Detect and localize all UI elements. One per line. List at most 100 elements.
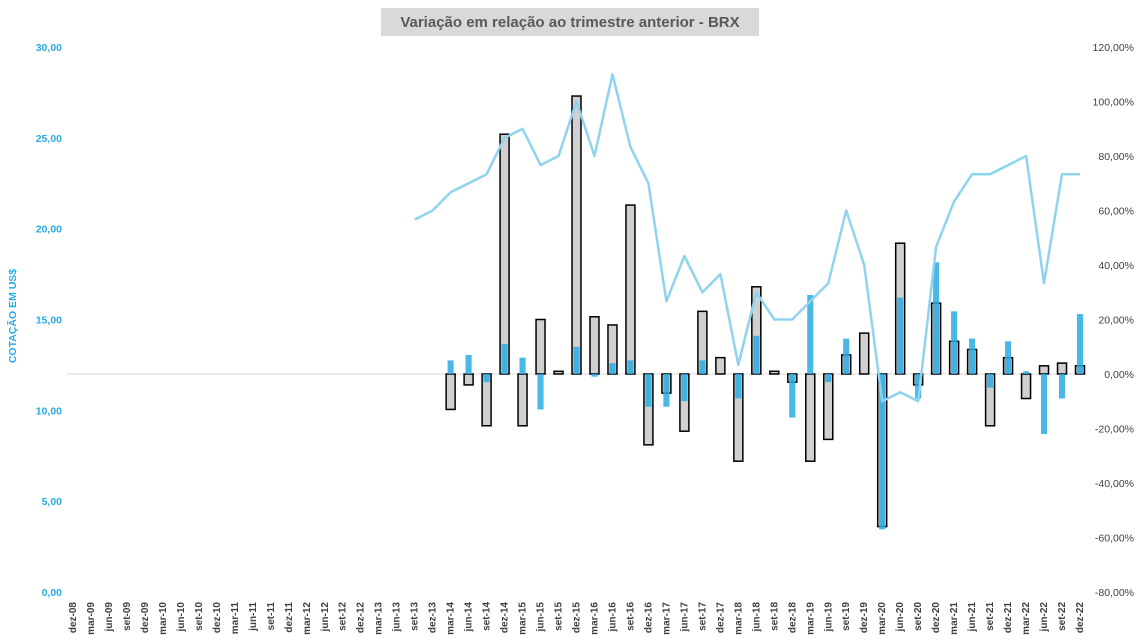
blue-bar bbox=[501, 344, 508, 374]
blue-bar bbox=[951, 311, 958, 374]
outlined-bar bbox=[823, 373, 834, 441]
x-tick-label: jun-17 bbox=[679, 602, 690, 633]
blue-bar bbox=[735, 374, 742, 399]
right-tick-label: -60,00% bbox=[1095, 533, 1134, 545]
x-tick-label: dez-13 bbox=[428, 602, 439, 634]
bar-series bbox=[445, 95, 1086, 530]
x-tick-label: dez-18 bbox=[787, 602, 798, 634]
blue-bar bbox=[825, 374, 832, 383]
left-tick-label: 30,00 bbox=[36, 42, 62, 54]
outlined-bar bbox=[517, 373, 528, 427]
x-tick-label: mar-16 bbox=[590, 602, 601, 635]
left-tick-label: 5,00 bbox=[42, 496, 63, 508]
outlined-bar bbox=[499, 133, 510, 375]
outlined-bar bbox=[589, 316, 600, 375]
x-tick-label: dez-12 bbox=[356, 602, 367, 634]
outlined-bar bbox=[553, 370, 564, 375]
right-tick-label: 0,00% bbox=[1104, 369, 1134, 381]
right-tick-label: -80,00% bbox=[1095, 587, 1134, 599]
x-tick-label: dez-11 bbox=[284, 602, 295, 633]
blue-bar bbox=[897, 297, 904, 374]
blue-bar bbox=[483, 374, 490, 383]
blue-bar bbox=[987, 374, 994, 388]
blue-bar bbox=[843, 338, 850, 374]
x-tick-label: dez-16 bbox=[643, 602, 654, 634]
x-tick-label: jun-15 bbox=[536, 602, 547, 633]
blue-bar bbox=[465, 354, 472, 374]
x-tick-label: mar-19 bbox=[805, 602, 816, 635]
x-tick-label: jun-20 bbox=[895, 602, 906, 633]
x-tick-label: set-10 bbox=[194, 602, 205, 631]
blue-bar bbox=[933, 262, 940, 374]
right-tick-label: -20,00% bbox=[1095, 424, 1134, 436]
x-tick-label: dez-21 bbox=[1003, 602, 1014, 634]
x-tick-label: jun-21 bbox=[967, 602, 978, 633]
outlined-bar bbox=[769, 370, 780, 375]
left-tick-label: 25,00 bbox=[36, 133, 62, 145]
x-tick-label: set-14 bbox=[482, 602, 493, 631]
x-tick-label: set-19 bbox=[841, 602, 852, 631]
x-tick-label: set-13 bbox=[410, 602, 421, 631]
right-tick-label: 20,00% bbox=[1098, 315, 1134, 327]
blue-bar bbox=[591, 374, 598, 377]
blue-bar bbox=[645, 374, 652, 407]
price-line bbox=[414, 73, 1080, 403]
right-tick-label: 120,00% bbox=[1093, 42, 1134, 54]
blue-bar bbox=[1040, 374, 1048, 434]
blue-bar bbox=[609, 363, 616, 374]
x-tick-label: mar-20 bbox=[877, 602, 888, 635]
blue-bar bbox=[537, 374, 544, 410]
blue-bar bbox=[1022, 371, 1030, 374]
outlined-bar bbox=[535, 318, 546, 375]
x-tick-label: mar-11 bbox=[230, 602, 241, 635]
x-tick-label: jun-19 bbox=[823, 602, 834, 633]
x-tick-label: mar-17 bbox=[661, 602, 672, 635]
x-tick-label: mar-15 bbox=[518, 602, 529, 635]
outlined-bar bbox=[1056, 362, 1068, 375]
outlined-bar bbox=[625, 204, 636, 375]
blue-bar bbox=[519, 357, 526, 374]
blue-bar bbox=[879, 374, 886, 530]
x-tick-label: set-16 bbox=[625, 602, 636, 631]
right-tick-label: 40,00% bbox=[1098, 260, 1134, 272]
x-tick-label: set-12 bbox=[338, 602, 349, 631]
blue-bar bbox=[807, 294, 814, 374]
line-series bbox=[414, 73, 1080, 403]
right-tick-label: -40,00% bbox=[1095, 478, 1134, 490]
x-tick-label: mar-14 bbox=[446, 602, 457, 635]
left-tick-label: 10,00 bbox=[36, 405, 62, 417]
blue-bar bbox=[663, 374, 670, 407]
x-tick-label: set-20 bbox=[913, 602, 924, 631]
x-tick-label: set-11 bbox=[266, 602, 277, 631]
outlined-bar bbox=[1038, 365, 1050, 375]
blue-bar bbox=[753, 335, 760, 374]
outlined-bar bbox=[463, 373, 474, 386]
x-tick-label: set-18 bbox=[769, 602, 780, 631]
x-tick-label: jun-22 bbox=[1039, 602, 1050, 633]
blue-bar bbox=[681, 374, 688, 402]
x-tick-label: set-15 bbox=[554, 602, 565, 631]
right-tick-label: 100,00% bbox=[1093, 97, 1134, 109]
blue-bar bbox=[447, 360, 454, 374]
x-tick-label: jun-11 bbox=[248, 602, 259, 632]
blue-bar bbox=[969, 338, 976, 374]
right-axis: -80,00% -60,00% -40,00% -20,00% 0,00% 20,00% 4… bbox=[1093, 42, 1134, 599]
outlined-bar bbox=[571, 95, 582, 375]
outlined-bar bbox=[805, 373, 816, 462]
x-tick-label: jun-10 bbox=[176, 602, 187, 633]
x-tick-label: dez-19 bbox=[859, 602, 870, 634]
x-tick-label: mar-09 bbox=[86, 602, 97, 635]
x-tick-label: jun-18 bbox=[751, 602, 762, 633]
x-tick-label: set-21 bbox=[985, 602, 996, 631]
x-tick-label: mar-21 bbox=[949, 602, 960, 635]
outlined-bar bbox=[858, 332, 870, 375]
blue-bar bbox=[627, 360, 634, 374]
x-tick-label: jun-14 bbox=[464, 602, 475, 633]
outlined-bar bbox=[715, 356, 726, 375]
outlined-bar bbox=[445, 373, 456, 411]
x-tick-label: set-22 bbox=[1057, 602, 1068, 631]
blue-bar bbox=[573, 346, 580, 374]
right-tick-label: 60,00% bbox=[1098, 206, 1134, 218]
blue-bar bbox=[1058, 374, 1066, 399]
